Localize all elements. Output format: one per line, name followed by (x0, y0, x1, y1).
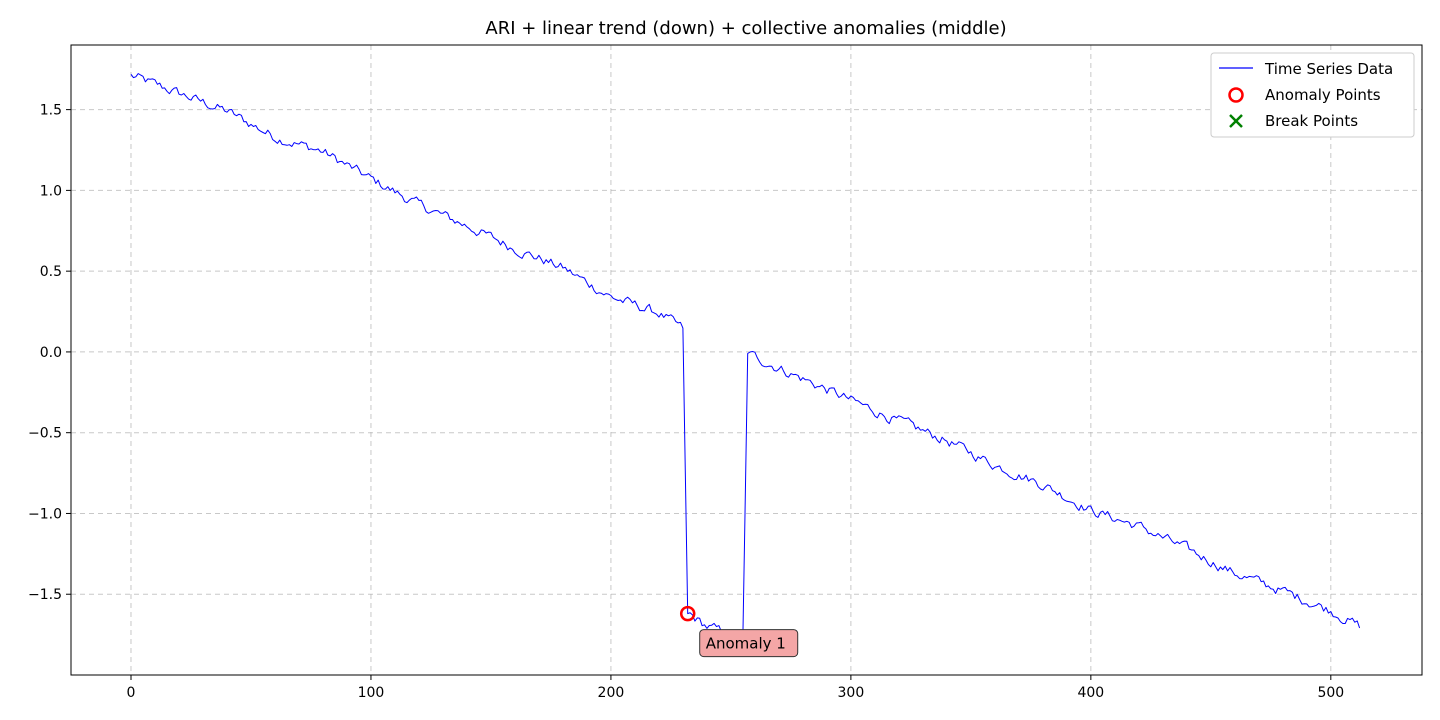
x-tick-label: 200 (598, 685, 625, 701)
legend-label-break: Break Points (1265, 112, 1358, 130)
plot-frame (70, 44, 1423, 676)
x-tick-label: 400 (1077, 685, 1104, 701)
annotation-layer: Anomaly 1 (699, 629, 799, 658)
y-tick-label: 1.5 (40, 103, 62, 119)
x-tick-label: 100 (358, 685, 385, 701)
legend-label-anomaly: Anomaly Points (1265, 86, 1381, 104)
grid (71, 45, 1422, 675)
chart-title: ARI + linear trend (down) + collective a… (485, 18, 1006, 39)
y-tick-label: −0.5 (28, 426, 62, 442)
legend-label-series: Time Series Data (1264, 60, 1393, 78)
marker-layer (679, 605, 696, 622)
legend-x-icon (1229, 114, 1243, 128)
series-line-time-series (130, 73, 1361, 640)
legend: Time Series Data Anomaly Points Break Po… (1210, 52, 1415, 138)
series-layer (130, 73, 1361, 640)
x-tick-label: 0 (127, 685, 136, 701)
x-tick-label: 500 (1317, 685, 1344, 701)
y-tick-label: 1.0 (40, 183, 62, 199)
y-axis: 1.5 1.0 0.5 0.0 −0.5 −1.0 −1.5 (28, 103, 71, 603)
y-tick-label: −1.0 (28, 506, 62, 522)
annotation-label: Anomaly 1 (706, 635, 786, 653)
legend-circle-icon (1228, 87, 1244, 103)
y-tick-label: 0.5 (40, 264, 62, 280)
x-axis: 0 100 200 300 400 500 (127, 675, 1344, 701)
y-tick-label: 0.0 (40, 345, 62, 361)
legend-box (1210, 52, 1415, 138)
anomaly-point (679, 605, 696, 622)
y-tick-label: −1.5 (28, 587, 62, 603)
annotation-box (699, 629, 799, 658)
x-tick-label: 300 (838, 685, 865, 701)
